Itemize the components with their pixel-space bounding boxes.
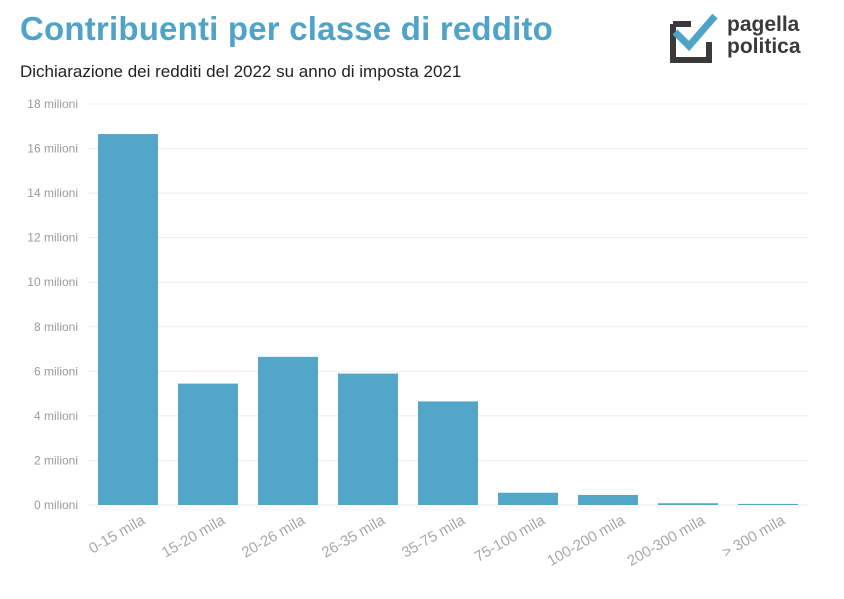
bar-8[interactable] — [738, 503, 798, 505]
y-tick-label: 8 milioni — [34, 320, 78, 334]
chart-title: Contribuenti per classe di reddito — [20, 10, 554, 47]
y-tick-label: 0 milioni — [34, 498, 78, 512]
chart-subtitle: Dichiarazione dei redditi del 2022 su an… — [20, 62, 462, 81]
x-tick-label: 15-20 mila — [159, 511, 229, 561]
x-tick-label: 26-35 mila — [319, 511, 389, 561]
x-tick-label: 75-100 mila — [472, 511, 549, 565]
bar-7[interactable] — [658, 503, 718, 505]
bar-3[interactable] — [338, 373, 398, 505]
x-axis-ticks: 0-15 mila 15-20 mila 20-26 mila 26-35 mila 3… — [86, 511, 789, 569]
y-tick-label: 12 milioni — [27, 231, 78, 245]
checkbox-check-icon — [670, 13, 718, 63]
bar-0[interactable] — [98, 134, 158, 505]
x-tick-label: 20-26 mila — [239, 511, 309, 561]
bar-5[interactable] — [498, 492, 558, 505]
pagella-politica-logo[interactable]: pagella politica — [669, 12, 819, 64]
y-tick-label: 18 milioni — [27, 97, 78, 111]
bars — [98, 134, 798, 505]
bar-2[interactable] — [258, 356, 318, 505]
x-tick-label: 35-75 mila — [399, 511, 469, 561]
y-tick-label: 10 milioni — [27, 275, 78, 289]
logo-wordmark: pagella politica — [727, 14, 801, 58]
y-tick-label: 2 milioni — [34, 453, 78, 467]
x-tick-label: > 300 mila — [719, 511, 788, 561]
y-axis-ticks: 0 milioni 2 milioni 4 milioni 6 milioni 8 mi… — [27, 97, 78, 512]
bar-1[interactable] — [178, 383, 238, 505]
x-tick-label: 0-15 mila — [86, 511, 148, 557]
y-tick-label: 6 milioni — [34, 364, 78, 378]
y-tick-label: 14 milioni — [27, 186, 78, 200]
logo-line-2: politica — [727, 35, 801, 58]
x-tick-label: 200-300 mila — [624, 511, 708, 569]
y-tick-label: 4 milioni — [34, 409, 78, 423]
x-tick-label: 100-200 mila — [544, 511, 628, 569]
y-tick-label: 16 milioni — [27, 142, 78, 156]
logo-line-1: pagella — [727, 13, 800, 36]
bar-4[interactable] — [418, 401, 478, 505]
bar-6[interactable] — [578, 494, 638, 505]
